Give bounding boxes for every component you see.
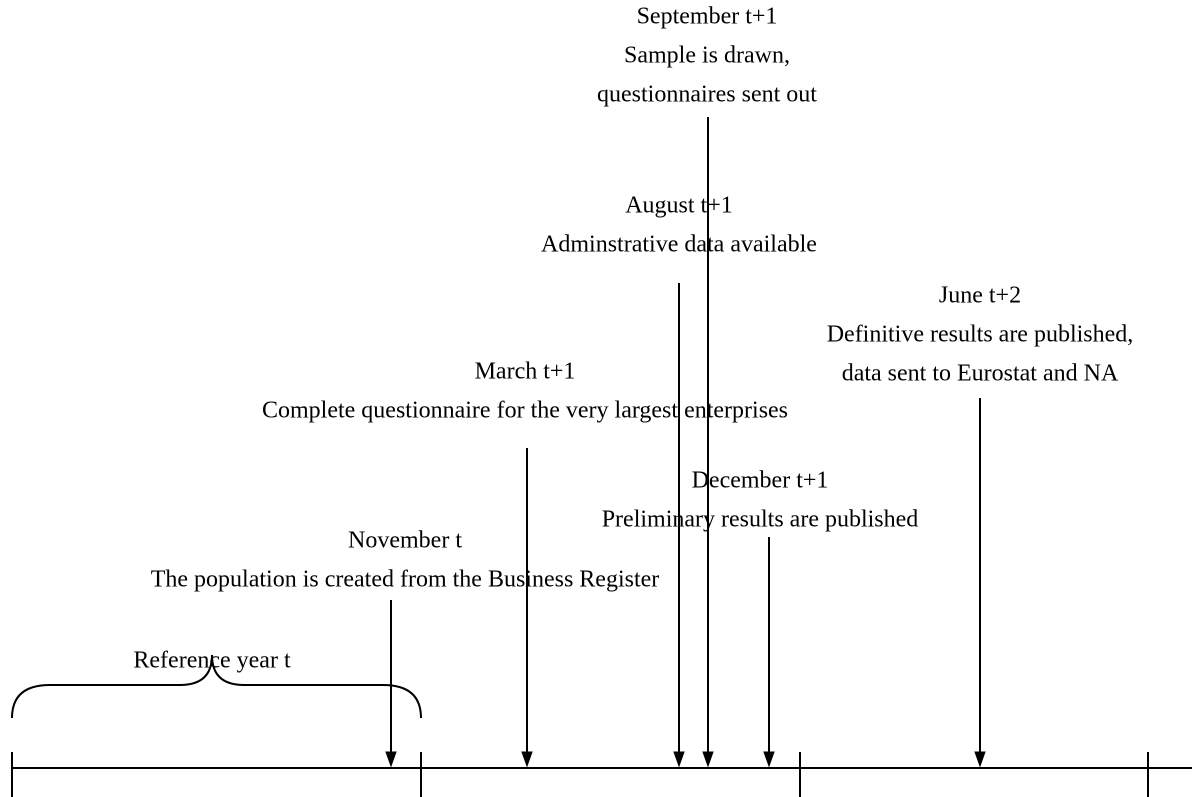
event-date: June t+2: [939, 283, 1021, 309]
event-description: The population is created from the Busin…: [151, 567, 660, 593]
event-date: November t: [348, 528, 462, 554]
event-description: Preliminary results are published: [602, 507, 919, 533]
event-date: September t+1: [637, 4, 778, 30]
arrow-head: [702, 751, 714, 768]
arrow-head: [673, 751, 685, 768]
event-description: Definitive results are published,: [827, 322, 1134, 348]
arrow-head: [974, 751, 986, 768]
reference-label: Reference year t: [133, 648, 291, 674]
arrow-head: [763, 751, 775, 768]
arrow-head: [385, 751, 397, 768]
event-date: March t+1: [475, 359, 576, 385]
event-description: Complete questionnaire for the very larg…: [262, 398, 788, 424]
arrow-head: [521, 751, 533, 768]
event-date: August t+1: [625, 193, 733, 219]
event-description: Adminstrative data available: [541, 232, 817, 258]
reference-brace: [11, 654, 422, 719]
event-description: data sent to Eurostat and NA: [842, 361, 1119, 387]
event-date: December t+1: [692, 468, 829, 494]
event-description: questionnaires sent out: [597, 82, 817, 108]
event-description: Sample is drawn,: [624, 43, 790, 69]
